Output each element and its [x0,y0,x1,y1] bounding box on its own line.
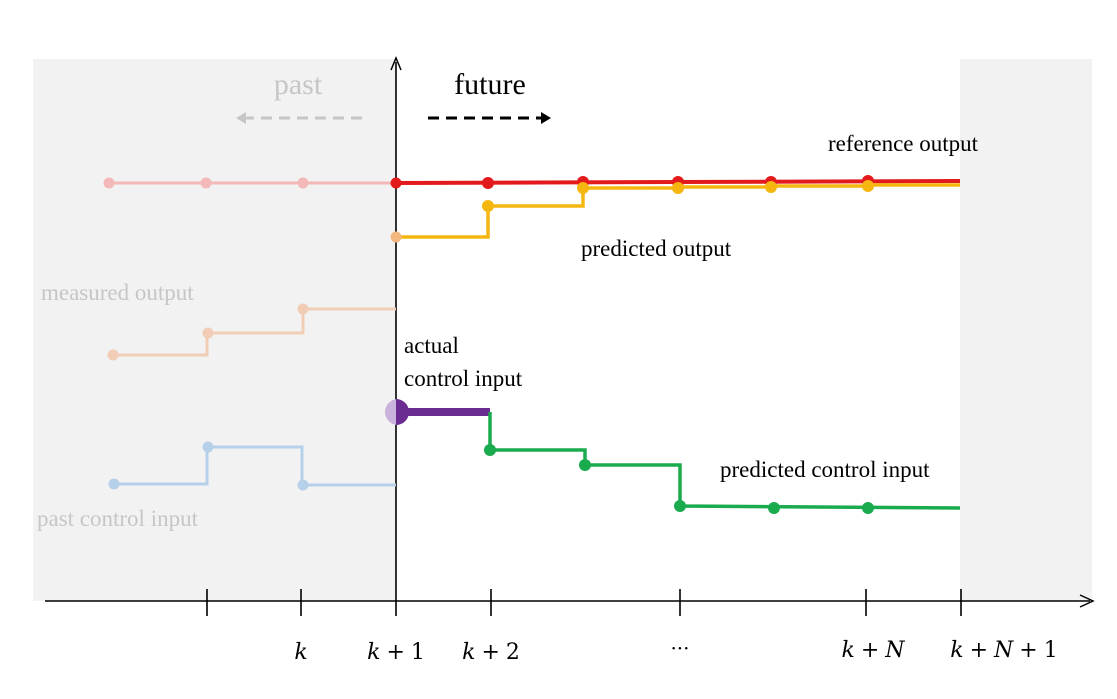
predicted-control-point [484,444,496,456]
past-label: past [274,68,323,101]
predicted-output-point [390,231,402,243]
predicted-control-point [768,502,780,514]
past-control-point [202,441,214,453]
actual-control-input-marker-left [385,399,398,425]
measured-output-point [107,349,119,361]
reference-past-point [103,177,115,189]
predicted-output-label: predicted output [581,236,732,261]
predicted-control-point [579,459,591,471]
tick-label-ellipsis: ··· [670,636,689,660]
actual-control-label-line2: control input [404,366,523,391]
actual-control-input-label: actual control input [404,333,523,391]
reference-output-past-points [103,177,309,189]
measured-output-point [297,303,309,315]
tick-label-k-plus-1: k +1 [367,640,425,665]
actual-control-input-marker-right [396,399,409,425]
past-control-input-label: past control input [37,506,199,531]
reference-point [482,177,494,189]
future-arrowhead [541,112,551,124]
reference-past-point [200,177,212,189]
measured-output-point [202,327,214,339]
reference-past-point [297,177,309,189]
tick-label-k: k [294,640,307,665]
present-axis-arrowhead [390,56,402,71]
past-shaded-region [33,59,396,601]
predicted-control-input-points [484,444,874,514]
beyond-horizon-shaded-region [960,59,1092,601]
reference-point [390,177,402,189]
predicted-output-point [577,182,589,194]
predicted-output-point [672,182,684,194]
tick-label-k-plus-N-plus-1: k + N +1 [950,638,1057,663]
predicted-output-point [765,181,777,193]
reference-output-label: reference output [828,131,979,156]
past-arrowhead [236,112,246,124]
tick-marks [206,589,962,616]
future-label: future [454,68,526,101]
predicted-output-point [862,180,874,192]
measured-output-line [113,307,396,357]
tick-label-k-plus-2: k +2 [462,640,520,665]
past-control-point [297,479,309,491]
measured-output-label: measured output [41,280,194,305]
measured-output-points [107,303,309,361]
predicted-control-point [862,502,874,514]
past-control-point [108,478,120,490]
tick-label-k-plus-N: k + N [841,638,905,663]
predicted-output-points [390,180,874,243]
actual-control-label-line1: actual [404,333,459,358]
predicted-output-point [482,200,494,212]
predicted-control-input-label: predicted control input [720,457,930,482]
past-control-input-line [114,445,396,487]
time-axis-arrowhead [1079,594,1095,608]
past-control-input-points [108,441,309,491]
predicted-control-point [674,500,686,512]
